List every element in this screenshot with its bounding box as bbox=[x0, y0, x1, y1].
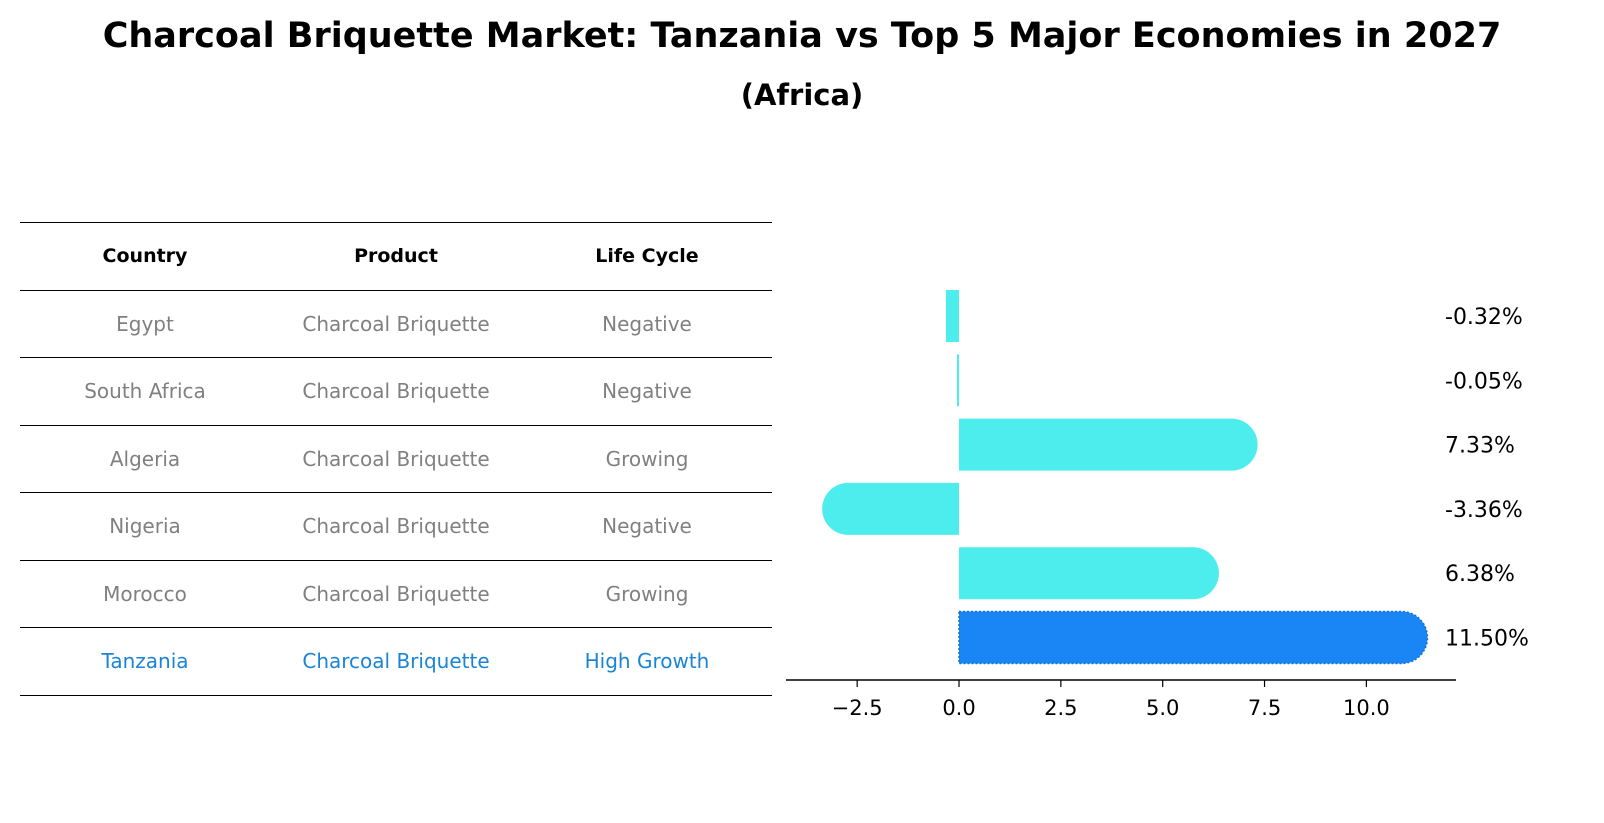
cell-country: Morocco bbox=[103, 581, 187, 606]
cell-life-cycle: Growing bbox=[605, 446, 689, 471]
cell-product: Charcoal Briquette bbox=[302, 514, 490, 539]
bar-morocco bbox=[959, 547, 1219, 600]
bar-tanzania bbox=[958, 610, 1429, 665]
x-tick-label: 10.0 bbox=[1343, 696, 1390, 720]
cell-product: Charcoal Briquette bbox=[302, 649, 490, 674]
table-header-row: Country Product Life Cycle bbox=[20, 222, 772, 290]
comparison-table: Country Product Life Cycle Egypt Charcoa… bbox=[20, 222, 772, 696]
cell-country: Tanzania bbox=[101, 649, 189, 674]
table-row: Algeria Charcoal Briquette Growing bbox=[20, 424, 772, 493]
header-product: Product bbox=[354, 245, 438, 268]
bar-value-label: -0.32% bbox=[1445, 305, 1523, 330]
bar-value-label: 11.50% bbox=[1445, 627, 1529, 652]
cell-product: Charcoal Briquette bbox=[302, 581, 490, 606]
cell-country: Egypt bbox=[116, 311, 174, 336]
header-country: Country bbox=[102, 245, 188, 268]
header-life-cycle: Life Cycle bbox=[595, 245, 699, 268]
cell-country: Nigeria bbox=[109, 514, 181, 539]
x-tick-label: 0.0 bbox=[942, 696, 975, 720]
bar-value-label: 7.33% bbox=[1445, 434, 1515, 459]
bar-egypt bbox=[945, 290, 960, 342]
x-tick-label: 2.5 bbox=[1044, 696, 1077, 720]
table-row: Nigeria Charcoal Briquette Negative bbox=[20, 492, 772, 560]
page-title: Charcoal Briquette Market: Tanzania vs T… bbox=[102, 16, 1502, 56]
bar-value-label: -3.36% bbox=[1445, 498, 1523, 523]
x-tick-label: 7.5 bbox=[1248, 696, 1281, 720]
cell-country: South Africa bbox=[84, 379, 206, 404]
bar-nigeria bbox=[822, 482, 960, 535]
table-row: South Africa Charcoal Briquette Negative bbox=[20, 357, 772, 425]
table-row: Morocco Charcoal Briquette Growing bbox=[20, 559, 772, 628]
cell-life-cycle: Negative bbox=[602, 379, 692, 404]
x-tick-label: −2.5 bbox=[832, 696, 883, 720]
cell-life-cycle: Growing bbox=[605, 581, 689, 606]
cell-product: Charcoal Briquette bbox=[302, 311, 490, 336]
bar-value-label: 6.38% bbox=[1445, 562, 1515, 587]
cell-life-cycle: High Growth bbox=[584, 649, 710, 674]
cell-life-cycle: Negative bbox=[602, 311, 692, 336]
cell-life-cycle: Negative bbox=[602, 514, 692, 539]
cell-country: Algeria bbox=[109, 446, 181, 471]
bar-value-label: -0.05% bbox=[1445, 369, 1523, 394]
table-row: Egypt Charcoal Briquette Negative bbox=[20, 289, 772, 358]
page-subtitle: (Africa) bbox=[740, 78, 864, 112]
growth-bar-chart: -0.32% -0.05% 7.33% -3.36% 6.38% 11.50% −2.5 0.… bbox=[786, 290, 1529, 720]
bar-algeria bbox=[959, 418, 1258, 471]
x-tick-label: 5.0 bbox=[1146, 696, 1179, 720]
cell-product: Charcoal Briquette bbox=[302, 379, 490, 404]
bar-south-africa bbox=[956, 354, 960, 407]
table-row-highlighted: Tanzania Charcoal Briquette High Growth bbox=[20, 627, 772, 696]
cell-product: Charcoal Briquette bbox=[302, 446, 490, 471]
